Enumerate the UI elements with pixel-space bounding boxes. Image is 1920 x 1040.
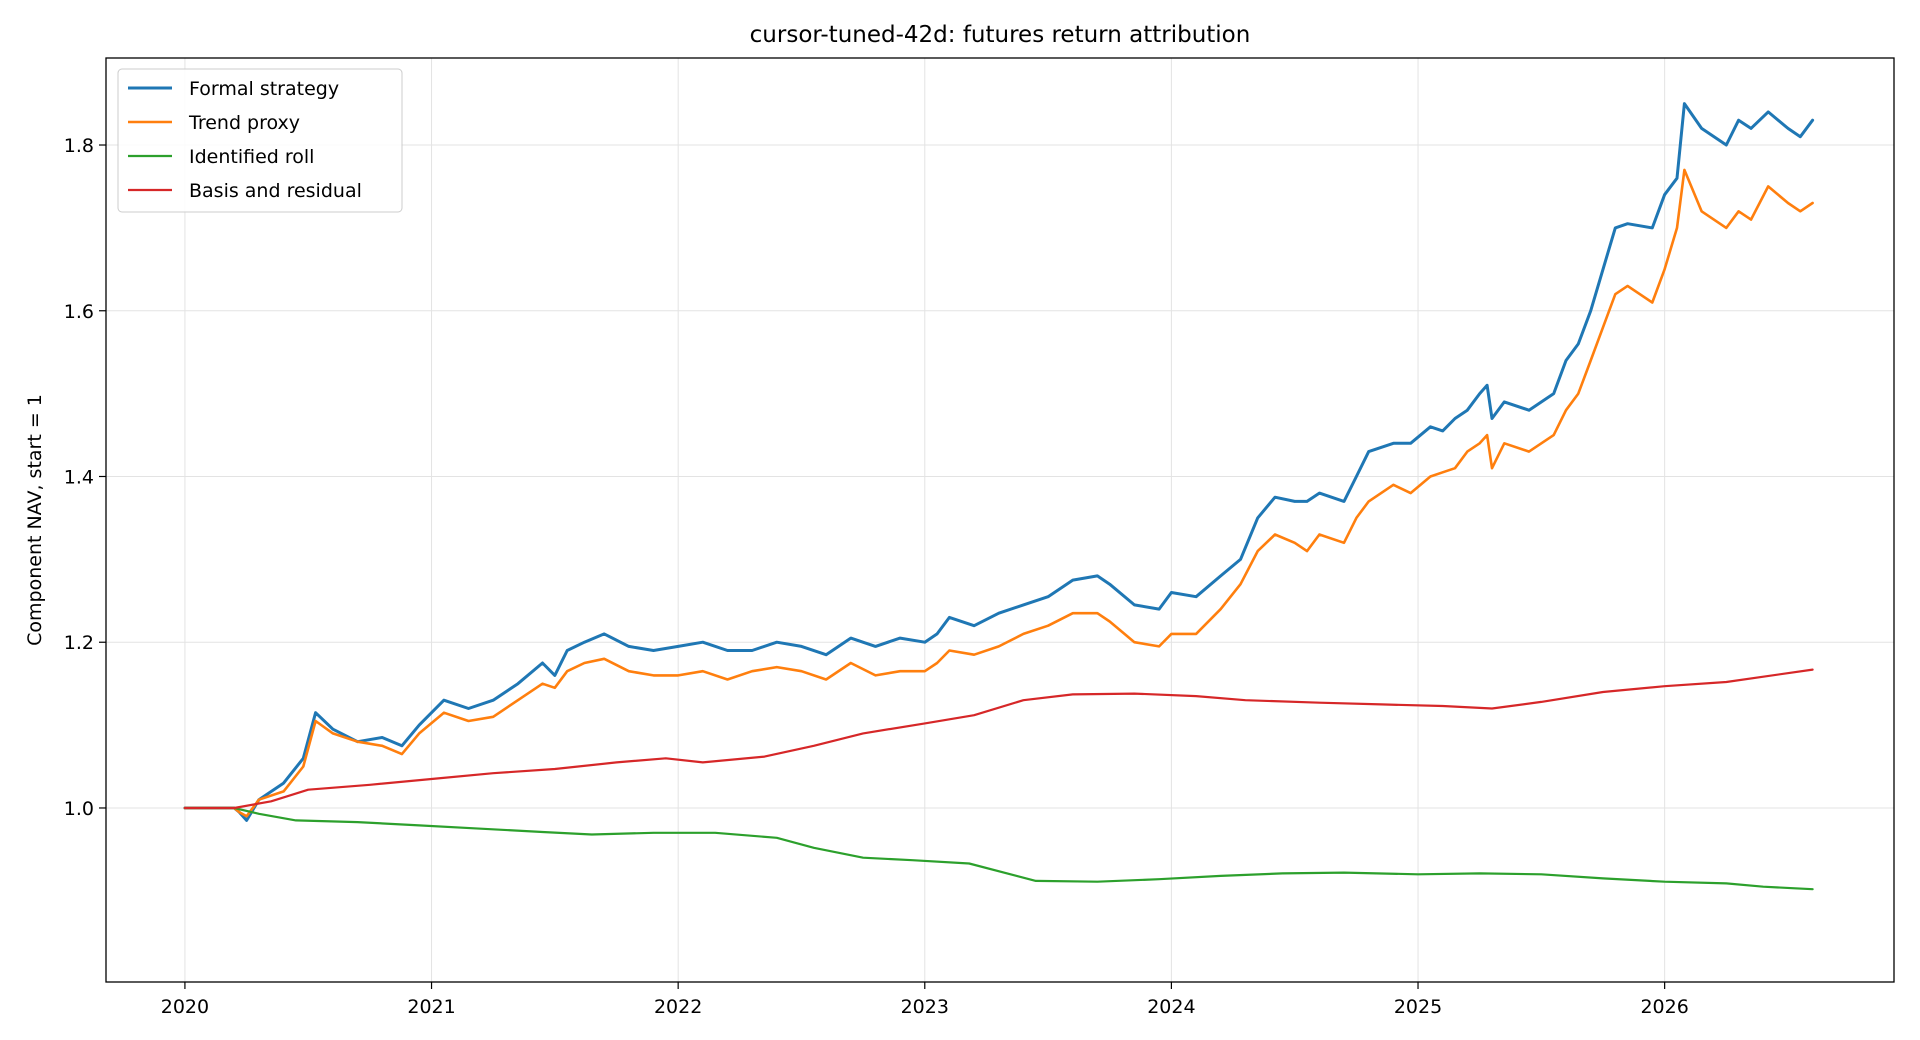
axes: 2020 2021 2022 2023 2024 2025 2026 1.0 1.2 1.4 1.6… [64, 135, 1689, 1018]
legend-label-trend-proxy: Trend proxy [188, 112, 300, 134]
y-tick-label: 1.6 [64, 301, 94, 323]
grid [106, 58, 1894, 982]
x-tick-label: 2023 [901, 996, 949, 1018]
x-tick-label: 2026 [1640, 996, 1688, 1018]
x-tick-label: 2025 [1394, 996, 1442, 1018]
series-line-identified-roll [183, 806, 1814, 891]
x-tick-label: 2021 [407, 996, 455, 1018]
y-tick-label: 1.8 [64, 135, 94, 157]
y-tick-label: 1.4 [64, 466, 94, 488]
x-tick-label: 2020 [161, 996, 209, 1018]
x-tick-label: 2022 [654, 996, 702, 1018]
y-axis-label: Component NAV, start = 1 [24, 394, 46, 646]
legend-label-basis-and-residual: Basis and residual [189, 180, 362, 202]
legend-label-identified-roll: Identified roll [189, 146, 314, 168]
plot-frame [105, 57, 1895, 983]
legend-box [117, 68, 403, 213]
series-lines [183, 102, 1815, 891]
series-line-basis-and-residual [183, 668, 1814, 810]
y-tick-label: 1.0 [64, 798, 94, 820]
y-tick-label: 1.2 [64, 632, 94, 654]
legend-label-formal-strategy: Formal strategy [189, 78, 339, 100]
x-tick-label: 2024 [1147, 996, 1195, 1018]
legend: Formal strategy Trend proxy Identified rol… [117, 68, 403, 213]
series-line-formal-strategy [183, 102, 1815, 822]
series-line-trend-proxy [183, 168, 1814, 818]
chart-title: cursor-tuned-42d: futures return attribu… [750, 22, 1251, 48]
